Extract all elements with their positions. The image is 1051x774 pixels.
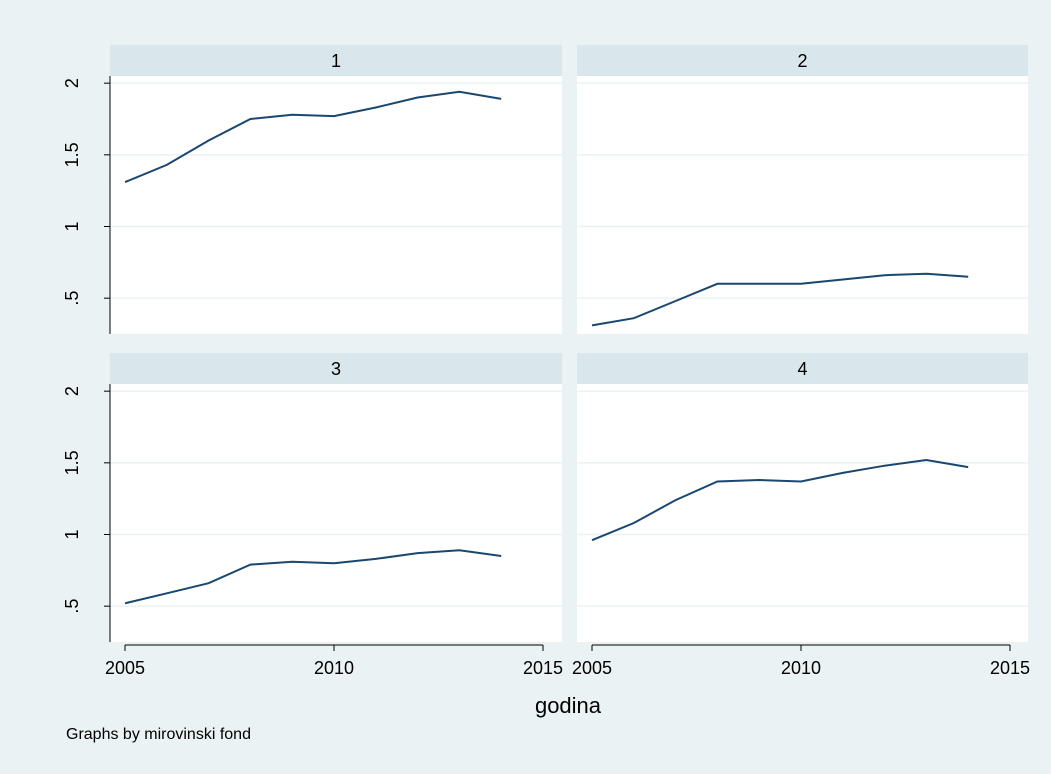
- facet-strip: [110, 45, 562, 76]
- facet-strip: [577, 45, 1028, 76]
- facet-strip: [110, 353, 562, 384]
- y-tick-label: .5: [62, 291, 82, 306]
- y-tick-label: 2: [62, 78, 82, 88]
- y-tick-label: 1: [62, 529, 82, 539]
- graphs-by-note: Graphs by mirovinski fond: [66, 726, 251, 743]
- facet-label: 2: [797, 51, 807, 71]
- y-tick-label: 1: [62, 221, 82, 231]
- x-tick-label: 2015: [990, 658, 1030, 678]
- plot-area: [110, 76, 562, 334]
- y-tick-label: 2: [62, 386, 82, 396]
- facet-panel-2: 2: [577, 45, 1028, 334]
- y-tick-label: 1.5: [62, 142, 82, 167]
- x-tick-label: 2010: [781, 658, 821, 678]
- facet-label: 3: [331, 359, 341, 379]
- y-tick-label: 1.5: [62, 450, 82, 475]
- x-tick-label: 2005: [572, 658, 612, 678]
- x-axis-title: godina: [535, 693, 602, 718]
- facet-panel-4: 4 2005 2010 2015: [572, 353, 1030, 678]
- facet-label: 1: [331, 51, 341, 71]
- x-tick-label: 2010: [314, 658, 354, 678]
- facet-panel-3: 3 .5 1 1.5 2 2005 2010 2015: [62, 353, 563, 678]
- series-line-1: [124, 90, 502, 184]
- x-tick-label: 2005: [105, 658, 145, 678]
- series-line-2: [591, 272, 969, 327]
- plot-area: [577, 384, 1028, 642]
- series-line-3: [124, 549, 502, 605]
- facet-label: 4: [797, 359, 807, 379]
- series-line-4: [591, 458, 969, 542]
- plot-area: [577, 76, 1028, 334]
- facet-panel-1: 1.511.52: [62, 45, 562, 334]
- x-tick-label: 2015: [523, 658, 563, 678]
- facet-strip: [577, 353, 1028, 384]
- plot-area: [110, 384, 562, 642]
- y-tick-label: .5: [62, 599, 82, 614]
